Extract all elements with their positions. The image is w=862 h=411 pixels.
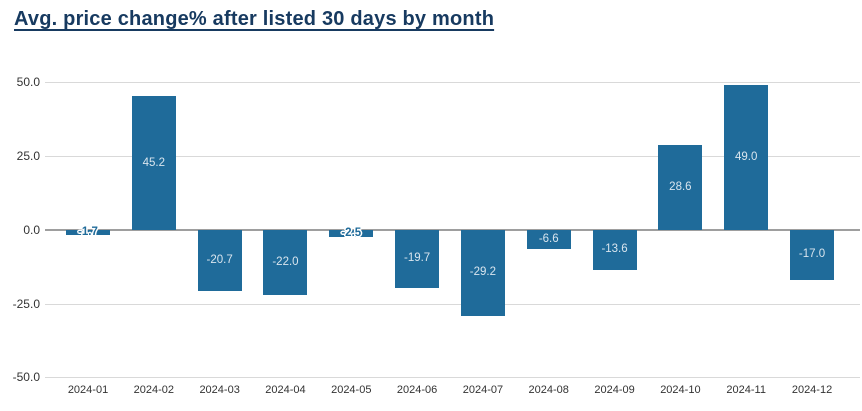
chart-title: Avg. price change% after listed 30 days … bbox=[14, 8, 495, 30]
bar-2024-07 bbox=[460, 229, 505, 316]
x-axis-tick-label: 2024-12 bbox=[791, 384, 833, 396]
y-axis-tick-label: 25.0 bbox=[16, 149, 40, 163]
bar-2024-03 bbox=[197, 229, 242, 291]
x-axis-tick-label: 2024-11 bbox=[726, 384, 766, 396]
x-axis-tick-label: 2024-03 bbox=[199, 384, 240, 396]
bar-value-label: 45.2 bbox=[142, 156, 165, 169]
bar-value-label: -17.0 bbox=[798, 248, 826, 261]
gridline bbox=[45, 303, 860, 305]
bar-2024-04 bbox=[263, 229, 308, 295]
bar-value-label: -20.7 bbox=[206, 253, 233, 266]
gridline bbox=[45, 82, 860, 84]
bar-value-label: -6.6 bbox=[538, 233, 559, 246]
gridline bbox=[45, 156, 860, 157]
bar-value-label: -1.7 bbox=[78, 225, 98, 238]
y-axis-tick-label: -50.0 bbox=[12, 370, 40, 385]
bar-value-label: -29.2 bbox=[469, 266, 497, 279]
x-axis-tick-label: 2024-07 bbox=[462, 384, 504, 396]
bar-value-label: -2.5 bbox=[341, 226, 362, 239]
x-axis-tick-label: 2024-04 bbox=[265, 384, 306, 396]
bar-value-label: 49.0 bbox=[734, 150, 758, 163]
y-axis-tick-label: 50.0 bbox=[16, 75, 40, 90]
bar-2024-02 bbox=[131, 96, 176, 230]
y-axis-tick-label: -25.0 bbox=[12, 296, 40, 311]
bar-value-label: 28.6 bbox=[669, 181, 692, 194]
gridline bbox=[45, 377, 860, 379]
x-axis-tick-label: 2024-09 bbox=[594, 384, 635, 396]
bar-value-label: -19.7 bbox=[403, 252, 431, 265]
x-axis-tick-label: 2024-05 bbox=[331, 384, 372, 396]
bar-2024-12 bbox=[790, 229, 835, 280]
bar-value-label: -22.0 bbox=[272, 255, 299, 268]
bar-2024-06 bbox=[395, 229, 440, 288]
bar-2024-09 bbox=[592, 229, 637, 270]
bar-2024-10 bbox=[658, 145, 703, 230]
x-axis-tick-label: 2024-08 bbox=[528, 384, 569, 396]
y-axis-tick-label: 0.0 bbox=[23, 222, 40, 237]
x-axis-tick-label: 2024-10 bbox=[660, 384, 701, 396]
bar-2024-05 bbox=[329, 229, 374, 238]
bar-2024-01 bbox=[66, 229, 110, 235]
bar-2024-08 bbox=[526, 229, 571, 250]
x-axis-tick-label: 2024-01 bbox=[67, 384, 109, 396]
bar-2024-11 bbox=[724, 85, 769, 230]
x-axis-tick-label: 2024-02 bbox=[133, 384, 174, 396]
zero-line bbox=[45, 228, 860, 231]
x-axis-tick-label: 2024-06 bbox=[396, 384, 438, 396]
bar-value-label: -13.6 bbox=[601, 243, 628, 256]
